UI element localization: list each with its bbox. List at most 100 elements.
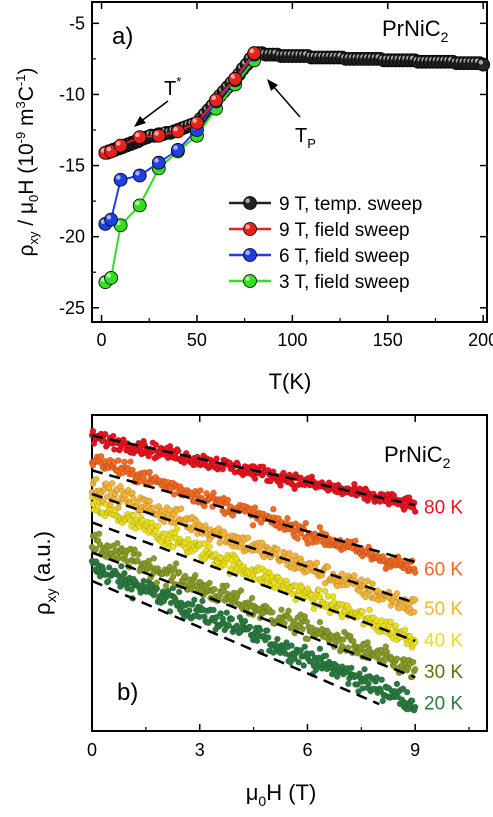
- fit-line: [91, 521, 416, 643]
- data-point: [135, 551, 142, 558]
- data-point: [98, 497, 106, 505]
- data-point: [103, 493, 111, 501]
- legend-entry-6-t-field-sweep: 6 T, field sweep: [229, 246, 410, 267]
- data-point: [264, 627, 271, 634]
- data-point-highlight: [135, 132, 140, 138]
- data-point: [210, 489, 217, 497]
- panel-b-y-axis-label: ρxy (a.u.): [30, 531, 59, 615]
- data-point: [132, 198, 147, 213]
- data-point: [199, 597, 206, 605]
- data-point: [359, 608, 366, 615]
- data-point: [169, 543, 177, 551]
- data-point-highlight: [106, 273, 112, 278]
- data-point: [352, 537, 359, 545]
- data-point-highlight: [116, 175, 121, 180]
- series-30-k: [88, 530, 419, 681]
- data-point-highlight: [135, 200, 140, 206]
- fit-line: [91, 579, 380, 706]
- data-point: [291, 485, 298, 493]
- data-point: [300, 662, 307, 669]
- data-point: [253, 637, 261, 645]
- x-tick-label: 3: [195, 740, 205, 760]
- panel-a-label: a): [112, 23, 133, 50]
- panel-a-axis-ticks: 0 50 100 150 200 -5 -10 -15 -20 -25: [59, 2, 493, 350]
- panel-a-temperature-chart: 050100150200-5-10-15-20-25 a) PrNiC2 T* …: [13, 1, 493, 394]
- data-point: [105, 564, 113, 571]
- data-point: [338, 613, 346, 621]
- data-point: [228, 71, 243, 86]
- data-point: [219, 465, 226, 473]
- data-point-highlight: [154, 131, 159, 136]
- legend-label: 6 T, field sweep: [279, 246, 410, 267]
- data-point: [348, 664, 355, 672]
- legend-marker: [243, 248, 257, 262]
- data-point: [295, 659, 302, 666]
- data-point: [191, 596, 198, 604]
- data-point: [351, 572, 358, 579]
- data-point: [387, 618, 395, 626]
- data-point: [223, 582, 230, 589]
- data-point: [170, 124, 185, 139]
- x-tick-label: 0: [87, 740, 97, 760]
- data-point: [288, 642, 295, 649]
- series-50-k: [88, 475, 419, 617]
- data-point: [299, 625, 306, 633]
- series-label-60-k: 60 K: [424, 559, 463, 580]
- data-point: [169, 573, 177, 581]
- data-point: [113, 138, 128, 153]
- data-point: [104, 212, 118, 227]
- data-point: [228, 615, 236, 623]
- annotation-t-star-arrowhead: [134, 116, 146, 127]
- data-point: [286, 615, 293, 622]
- data-point: [410, 608, 418, 616]
- annotation-t-star-arrow: [139, 100, 169, 123]
- data-point: [361, 666, 368, 673]
- data-point: [476, 57, 491, 72]
- data-point: [230, 561, 238, 569]
- data-point: [284, 515, 291, 522]
- data-point: [369, 580, 376, 588]
- fit-line: [91, 492, 416, 605]
- data-point: [392, 622, 400, 630]
- data-point: [210, 606, 217, 614]
- data-point: [401, 626, 409, 634]
- panel-b-axis-ticks: 0 3 6 9: [87, 415, 470, 760]
- data-point: [287, 659, 294, 666]
- annotation-t-star: T*: [164, 74, 181, 100]
- fit-line: [91, 551, 416, 679]
- data-point-highlight: [173, 126, 178, 132]
- panel-a-compound: PrNiC2: [382, 16, 449, 45]
- data-point: [115, 504, 122, 511]
- data-point: [373, 674, 380, 681]
- data-point: [269, 609, 276, 616]
- data-point: [297, 474, 304, 481]
- data-point: [377, 687, 384, 694]
- data-point: [157, 538, 165, 545]
- data-point: [265, 634, 272, 641]
- data-point: [251, 475, 259, 482]
- series-label-80-k: 80 K: [424, 498, 463, 519]
- series-20-k: [88, 557, 419, 714]
- fit-line: [91, 469, 416, 564]
- data-point-highlight: [135, 170, 140, 176]
- data-point: [294, 535, 301, 542]
- data-point-highlight: [154, 158, 159, 163]
- data-point-highlight: [211, 95, 217, 101]
- data-point: [97, 452, 105, 460]
- data-point: [128, 586, 135, 593]
- data-point: [115, 457, 122, 464]
- data-point: [237, 587, 245, 594]
- data-point: [246, 623, 254, 631]
- data-point: [121, 570, 128, 577]
- data-point: [307, 658, 315, 665]
- data-point: [181, 572, 189, 580]
- y-tick-label: -20: [59, 227, 85, 247]
- data-point: [274, 545, 281, 553]
- data-point: [192, 571, 199, 579]
- panel-b-compound: PrNiC2: [384, 442, 451, 471]
- data-point-highlight: [106, 146, 112, 152]
- data-point: [403, 688, 411, 696]
- y-tick-label: -5: [69, 13, 85, 33]
- data-point: [92, 475, 100, 483]
- data-point: [266, 569, 273, 576]
